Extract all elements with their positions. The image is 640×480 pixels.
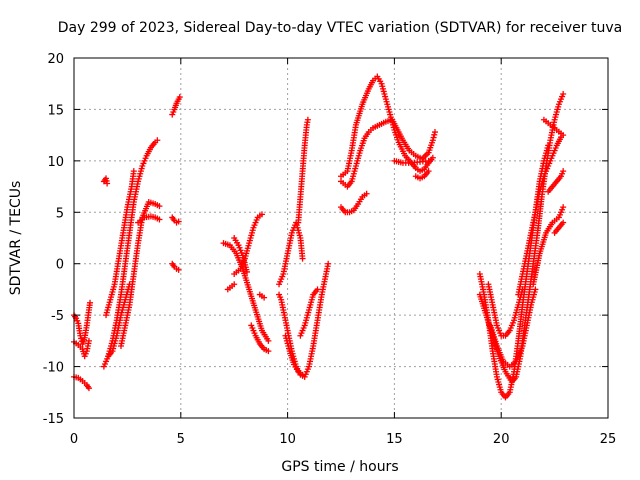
series-arc-20 — [276, 219, 306, 288]
data-point — [560, 168, 567, 175]
y-tick-label: -10 — [43, 361, 64, 376]
data-point — [560, 204, 567, 211]
series-arc-33 — [515, 134, 565, 298]
data-point — [431, 131, 438, 138]
series-arc-28 — [412, 168, 432, 182]
x-tick-label: 0 — [70, 432, 78, 447]
axis-ticks: 0 5 10 15 20 25 -15 -10 -5 0 5 10 15 20 — [43, 52, 617, 447]
x-tick-label: 25 — [600, 432, 617, 447]
data-point — [85, 385, 92, 392]
data-point — [156, 203, 163, 210]
series-arc-8 — [117, 199, 163, 349]
series-arc-6 — [103, 168, 137, 319]
data-point — [87, 299, 94, 306]
data-point — [325, 260, 332, 267]
data-point — [299, 371, 306, 378]
series-arc-12 — [169, 260, 182, 273]
data-point — [244, 268, 251, 275]
y-tick-label: -15 — [43, 412, 64, 427]
y-tick-label: 10 — [47, 155, 64, 170]
series-arc-9 — [135, 213, 163, 226]
series-arc-16 — [224, 281, 238, 293]
y-tick-label: 5 — [56, 206, 64, 221]
data-point — [425, 168, 432, 175]
data-point — [265, 348, 272, 355]
series-arc-11 — [169, 214, 182, 226]
x-tick-label: 20 — [493, 432, 510, 447]
data-point — [429, 154, 436, 161]
data-point — [560, 219, 567, 226]
data-point — [154, 137, 161, 144]
series-arc-35 — [540, 116, 567, 139]
series-arc-21 — [282, 332, 306, 378]
data-point — [258, 211, 265, 218]
series-arc-4 — [100, 175, 111, 187]
series-arc-17 — [248, 322, 272, 355]
y-tick-label: 20 — [47, 52, 64, 67]
series-arc-32 — [487, 286, 539, 370]
data-point — [85, 337, 92, 344]
data-point — [261, 294, 268, 301]
series-arc-23 — [297, 286, 321, 339]
y-tick-label: 0 — [56, 258, 64, 273]
data-point — [560, 91, 567, 97]
data-point — [304, 116, 311, 123]
data-point — [425, 157, 432, 164]
data-points — [71, 73, 567, 401]
series-arc-26 — [338, 190, 370, 216]
data-point — [314, 286, 321, 293]
series-arc-36 — [545, 168, 567, 195]
data-point — [231, 281, 238, 288]
data-point — [156, 216, 163, 223]
x-tick-label: 5 — [177, 432, 185, 447]
data-point — [429, 137, 436, 144]
series-arc-22 — [295, 116, 311, 226]
x-axis-label: GPS time / hours — [281, 459, 398, 475]
series-arc-10 — [169, 94, 183, 118]
y-tick-label: 15 — [47, 103, 64, 118]
data-point — [175, 266, 182, 273]
series-arc-18 — [256, 291, 268, 301]
y-axis-label: SDTVAR / TECUs — [8, 181, 24, 296]
x-tick-label: 10 — [279, 432, 296, 447]
grid-lines — [74, 58, 608, 418]
data-point — [431, 129, 438, 136]
data-point — [532, 286, 539, 293]
data-point — [104, 180, 111, 187]
chart-title: Day 299 of 2023, Sidereal Day-to-day VTE… — [58, 20, 622, 36]
series-arc-37 — [551, 219, 567, 236]
plot-frame — [73, 57, 609, 419]
data-point — [265, 337, 272, 344]
data-point — [560, 132, 567, 139]
data-point — [176, 94, 183, 101]
series-arc-34 — [530, 204, 567, 288]
series-arc-27 — [391, 157, 432, 166]
series-arc-25 — [338, 116, 438, 190]
data-point — [430, 134, 437, 141]
data-point — [363, 190, 370, 197]
x-tick-label: 15 — [386, 432, 403, 447]
data-point — [175, 218, 182, 225]
y-tick-label: -5 — [51, 309, 64, 324]
series-arc-15 — [231, 211, 265, 277]
data-point — [130, 168, 137, 175]
data-point — [299, 255, 306, 262]
